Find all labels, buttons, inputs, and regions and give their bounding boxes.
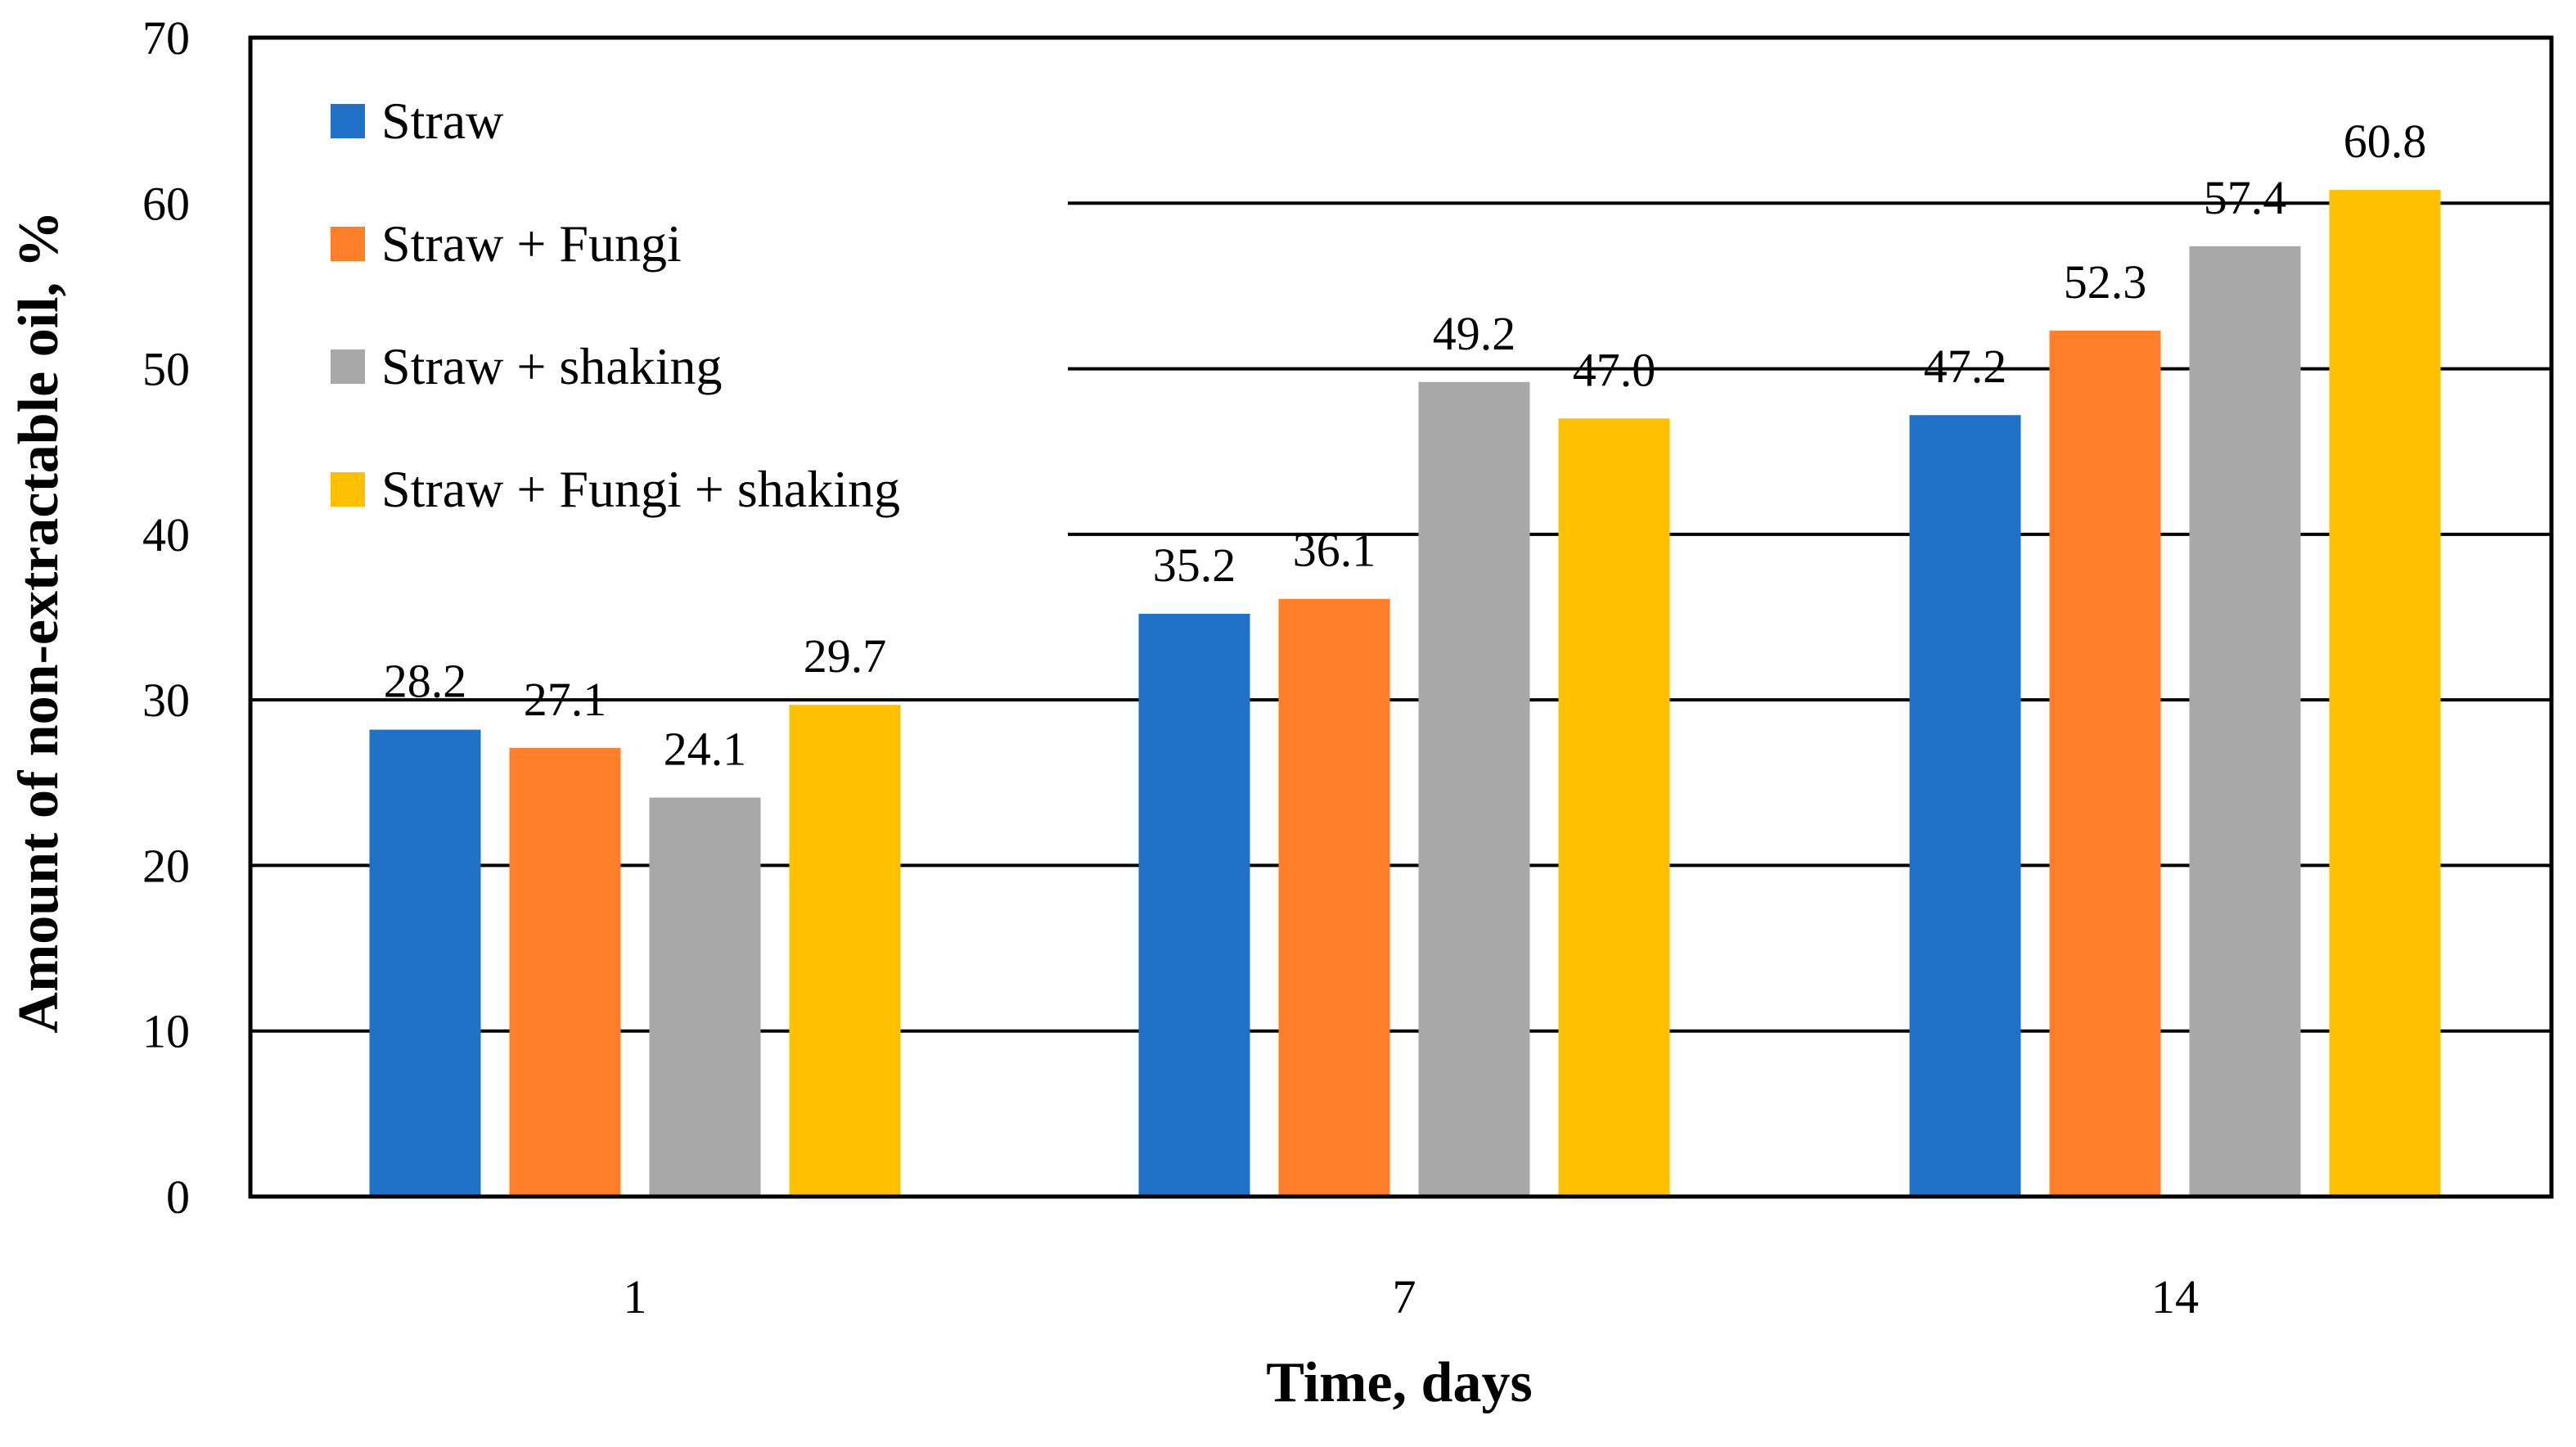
y-tick-label: 40: [142, 508, 190, 561]
x-axis-title: Time, days: [1266, 1351, 1532, 1414]
data-label: 27.1: [524, 673, 607, 726]
plot-area-frame: [248, 35, 2554, 1199]
y-axis-title: Amount of non-extractable oil, %: [7, 210, 70, 1033]
y-tick-label: 0: [166, 1170, 190, 1224]
data-label: 47.0: [1573, 343, 1656, 396]
y-tick-label: 20: [142, 839, 190, 892]
data-label: 36.1: [1293, 524, 1376, 577]
data-label: 57.4: [2204, 171, 2287, 224]
bar-straw-shaking-1: [649, 797, 761, 1197]
bar-straw-fungi-7: [1278, 598, 1390, 1197]
x-tick-label: 1: [624, 1270, 647, 1323]
bar-straw-fungi-shaking-7: [1558, 418, 1670, 1197]
bar-straw-shaking-7: [1418, 381, 1530, 1197]
legend-label-straw-fungi: Straw + Fungi: [381, 214, 682, 273]
y-axis-ticks: 0 10 20 30 40 50 60 70: [142, 11, 190, 1224]
x-tick-label: 7: [1393, 1270, 1416, 1323]
data-label: 52.3: [2064, 255, 2147, 309]
bar-straw-14: [1909, 415, 2021, 1197]
data-label: 47.2: [1924, 340, 2007, 393]
bar-straw-7: [1138, 613, 1250, 1197]
bar-straw-fungi-14: [2049, 331, 2161, 1197]
data-label: 60.8: [2344, 115, 2427, 168]
bars: [369, 190, 2441, 1197]
y-tick-label: 50: [142, 343, 190, 396]
data-label: 35.2: [1153, 539, 1236, 592]
legend-label-straw-shaking: Straw + shaking: [381, 337, 723, 395]
y-tick-label: 70: [142, 11, 190, 65]
data-label: 28.2: [384, 655, 467, 708]
data-labels: 28.2 35.2 47.2 27.1 36.1 52.3 24.1 49.2 57.4 29.7…: [384, 115, 2427, 775]
plot-border: [248, 35, 2554, 1199]
legend-label-straw-fungi-shaking: Straw + Fungi + shaking: [381, 460, 900, 518]
bar-straw-fungi-1: [509, 747, 621, 1197]
legend-swatch-straw-fungi: [331, 227, 365, 261]
data-label: 29.7: [804, 629, 887, 683]
bar-straw-shaking-14: [2189, 246, 2301, 1197]
gridlines: [250, 201, 2551, 1033]
legend: Straw Straw + Fungi Straw + shaking Straw +…: [331, 92, 900, 518]
bar-straw-fungi-shaking-1: [789, 705, 901, 1197]
data-label: 49.2: [1433, 307, 1516, 360]
bar-straw-fungi-shaking-14: [2329, 190, 2441, 1197]
bar-straw-1: [369, 729, 481, 1197]
legend-swatch-straw-fungi-shaking: [331, 472, 365, 507]
y-tick-label: 10: [142, 1005, 190, 1058]
legend-label-straw: Straw: [381, 92, 503, 150]
legend-swatch-straw: [331, 104, 365, 138]
legend-swatch-straw-shaking: [331, 349, 365, 384]
y-tick-label: 60: [142, 177, 190, 230]
y-tick-label: 30: [142, 674, 190, 727]
data-label: 24.1: [664, 722, 747, 775]
x-axis-ticks: 1 7 14: [624, 1270, 2200, 1323]
x-tick-label: 14: [2151, 1270, 2199, 1323]
